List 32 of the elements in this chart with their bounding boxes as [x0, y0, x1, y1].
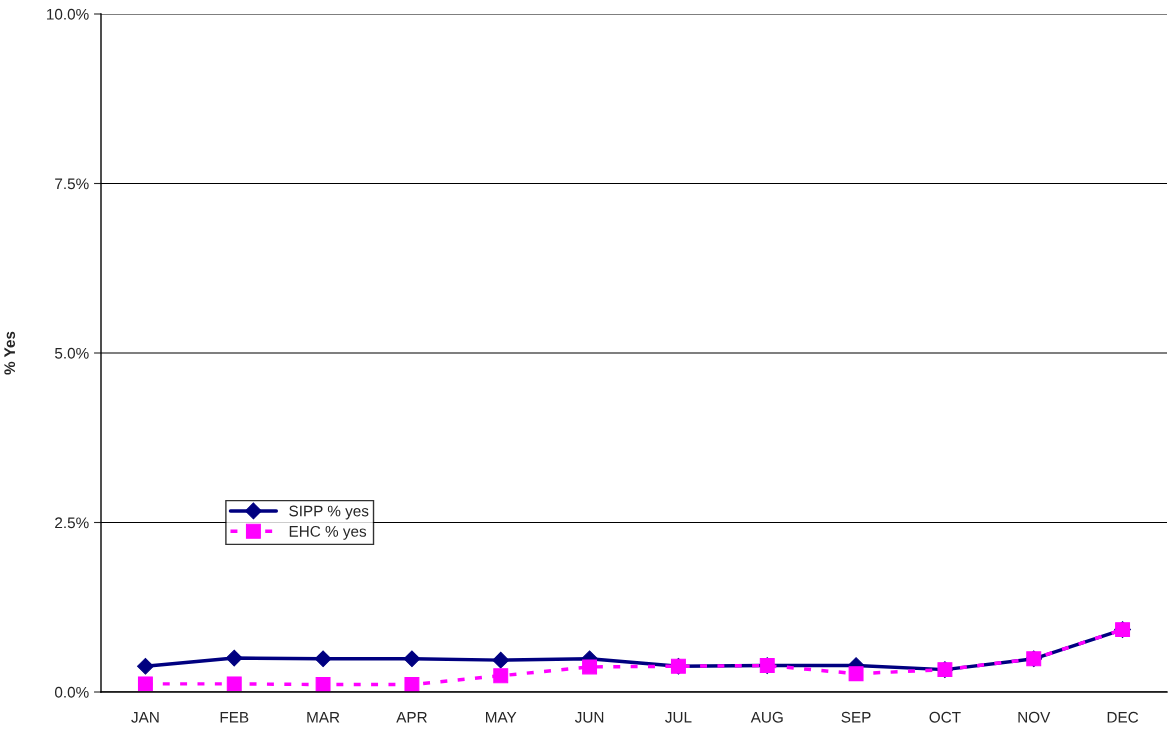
legend-label: SIPP % yes [289, 505, 369, 520]
x-tick-label: FEB [220, 712, 249, 723]
y-axis-title: % Yes [4, 331, 16, 375]
y-tick-label: 0.0% [54, 686, 89, 698]
y-tick-label: 7.5% [55, 178, 89, 190]
point [493, 668, 509, 684]
point [137, 657, 154, 675]
x-tick-label: SEP [841, 711, 871, 723]
point [848, 666, 864, 682]
x-tick-label: NOV [1018, 711, 1051, 723]
point [137, 676, 153, 692]
y-tick-label: 10.0% [47, 8, 89, 20]
x-tick-label: MAY [486, 712, 517, 723]
point [404, 677, 420, 692]
legend-label: EHC % yes [289, 525, 367, 540]
point [226, 676, 242, 692]
x-tick-label: JUN [574, 712, 604, 723]
y-tick-label: 5.0% [54, 347, 89, 359]
point [403, 650, 421, 668]
x-tick-label: MAR [307, 712, 340, 723]
x-tick-label: JUL [665, 712, 692, 723]
x-tick-label: AUG [750, 711, 783, 723]
point [582, 659, 598, 675]
y-tick-label: 2.5% [55, 517, 89, 529]
point [314, 650, 332, 668]
x-tick-label: APR [396, 712, 427, 723]
x-tick-label: JAN [131, 712, 159, 723]
point [315, 677, 331, 692]
point [492, 651, 510, 669]
point [225, 649, 243, 667]
x-tick-label: DEC [1107, 711, 1139, 723]
x-tick-label: OCT [929, 711, 961, 723]
